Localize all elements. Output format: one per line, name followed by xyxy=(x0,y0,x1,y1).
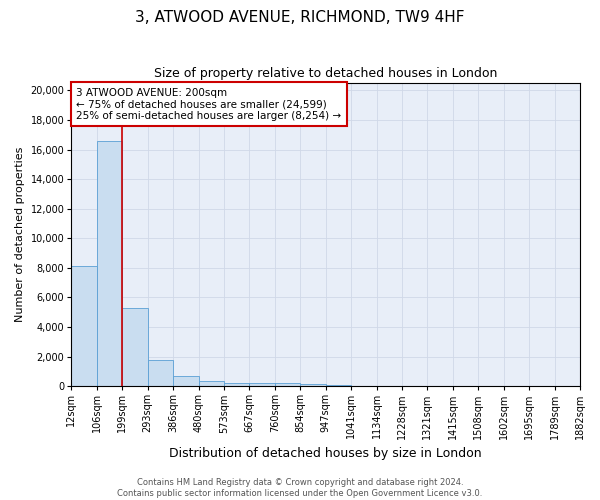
Bar xyxy=(199,381,224,386)
Bar xyxy=(224,382,250,386)
Bar xyxy=(250,384,275,386)
Y-axis label: Number of detached properties: Number of detached properties xyxy=(15,147,25,322)
Text: 3, ATWOOD AVENUE, RICHMOND, TW9 4HF: 3, ATWOOD AVENUE, RICHMOND, TW9 4HF xyxy=(135,10,465,25)
Bar xyxy=(97,140,122,386)
Bar xyxy=(71,266,97,386)
Bar xyxy=(300,384,326,386)
Bar xyxy=(173,376,199,386)
Text: Contains HM Land Registry data © Crown copyright and database right 2024.
Contai: Contains HM Land Registry data © Crown c… xyxy=(118,478,482,498)
Bar xyxy=(148,360,173,386)
Bar xyxy=(122,308,148,386)
Text: 3 ATWOOD AVENUE: 200sqm
← 75% of detached houses are smaller (24,599)
25% of sem: 3 ATWOOD AVENUE: 200sqm ← 75% of detache… xyxy=(76,88,341,121)
X-axis label: Distribution of detached houses by size in London: Distribution of detached houses by size … xyxy=(169,447,482,460)
Title: Size of property relative to detached houses in London: Size of property relative to detached ho… xyxy=(154,68,497,80)
Bar xyxy=(275,384,300,386)
